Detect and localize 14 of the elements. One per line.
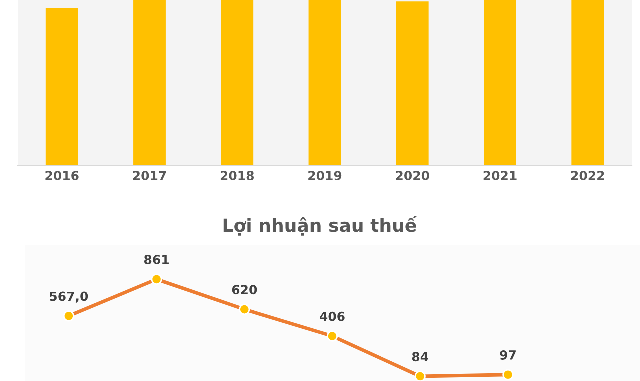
x-tick-label: 2021: [484, 171, 517, 181]
x-tick-label: 2022: [571, 171, 604, 181]
data-label: 567,0: [50, 292, 88, 303]
x-tick-label: 2020: [396, 171, 430, 181]
x-tick-label: 2018: [220, 171, 254, 181]
x-tick-label: 2016: [46, 171, 79, 181]
chart-title: Lợi nhuận sau thuế: [224, 216, 418, 236]
x-tick-label: 2019: [308, 171, 342, 181]
x-tick-label: 2017: [133, 171, 166, 181]
data-label: 861: [144, 255, 169, 264]
data-label: 406: [320, 312, 345, 322]
data-label: 97: [500, 350, 516, 360]
data-label: 620: [232, 285, 258, 295]
data-label: 84: [412, 352, 428, 362]
